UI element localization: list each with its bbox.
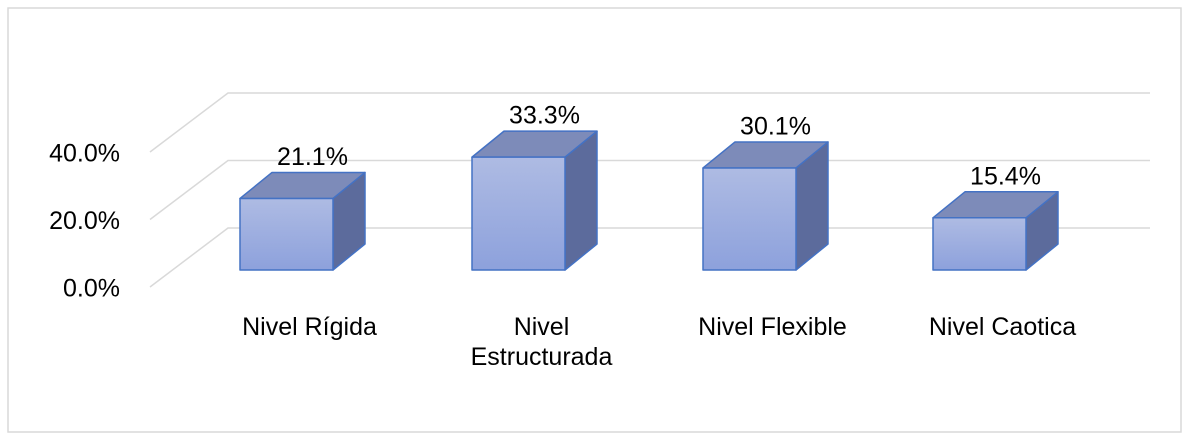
bar-front bbox=[471, 156, 566, 271]
value-label: 30.1% bbox=[740, 113, 811, 141]
bar-front bbox=[932, 217, 1027, 271]
value-label: 21.1% bbox=[277, 143, 348, 171]
value-label: 15.4% bbox=[970, 162, 1041, 190]
bar bbox=[702, 141, 829, 271]
grid-line bbox=[149, 159, 1150, 221]
bar-front bbox=[239, 197, 334, 271]
grid-line bbox=[149, 92, 1150, 153]
x-tick-label: Nivel Flexible bbox=[698, 313, 847, 341]
y-tick-label: 20.0% bbox=[49, 207, 120, 235]
bar bbox=[932, 191, 1059, 271]
y-tick-label: 40.0% bbox=[49, 140, 120, 168]
x-tick-label: Nivel Estructurada bbox=[470, 313, 613, 371]
bar bbox=[471, 130, 598, 271]
x-tick-label: Nivel Caotica bbox=[928, 313, 1077, 341]
y-tick-label: 0.0% bbox=[63, 275, 120, 303]
grid-line bbox=[149, 227, 1150, 288]
bar bbox=[239, 171, 366, 271]
value-label: 33.3% bbox=[509, 102, 580, 130]
bar-front bbox=[702, 167, 797, 271]
x-tick-label: Nivel Rígida bbox=[242, 313, 377, 341]
